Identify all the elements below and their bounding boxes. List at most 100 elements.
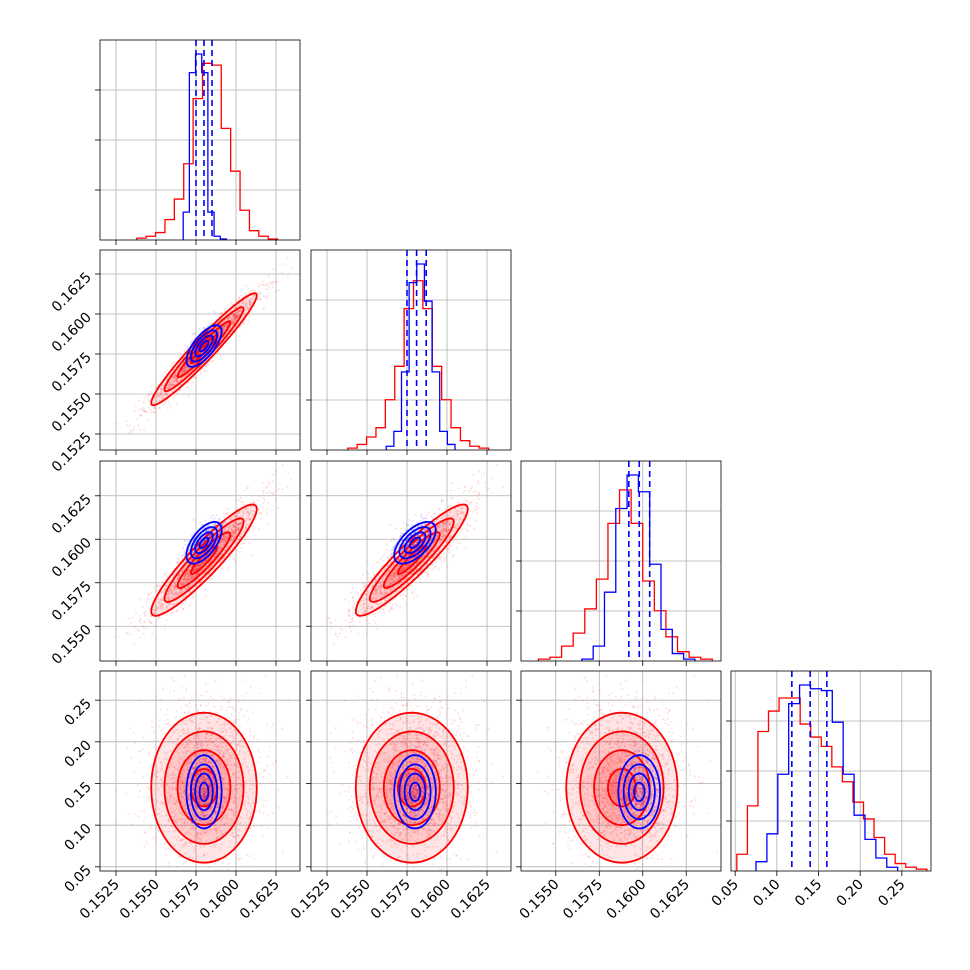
- scatter-point-red: [231, 323, 234, 326]
- scatter-point-red: [236, 524, 239, 527]
- scatter-point-red: [245, 292, 248, 295]
- scatter-point-red: [221, 321, 224, 324]
- scatter-point-red: [235, 499, 238, 502]
- scatter-point-red: [188, 569, 191, 572]
- scatter-point-red: [233, 312, 236, 315]
- scatter-point-red: [189, 577, 192, 580]
- scatter-point-red: [249, 518, 252, 521]
- scatter-point-red: [276, 281, 279, 284]
- scatter-point-red: [167, 384, 170, 387]
- scatter-point-red: [218, 329, 221, 332]
- scatter-point-red: [290, 477, 293, 480]
- scatter-point-red: [231, 531, 234, 534]
- scatter-point-red: [169, 588, 172, 591]
- scatter-point-red: [219, 567, 222, 570]
- plot-area: [113, 257, 293, 450]
- scatter-point-red: [262, 284, 265, 287]
- scatter-point-red: [233, 525, 236, 528]
- scatter-point-red: [183, 366, 186, 369]
- scatter-point-blue: [183, 540, 186, 543]
- scatter-point-red: [240, 308, 243, 311]
- scatter-point-red: [237, 313, 240, 316]
- scatter-point-red: [172, 376, 175, 379]
- scatter-point-red: [143, 408, 146, 411]
- scatter-point-red: [228, 315, 231, 318]
- scatter-point-red: [173, 374, 176, 377]
- scatter-point-red: [221, 536, 224, 539]
- scatter-point-red: [191, 576, 194, 579]
- scatter-point-red: [242, 515, 245, 518]
- scatter-point-red: [177, 576, 180, 579]
- scatter-point-red: [239, 304, 242, 307]
- scatter-point-red: [183, 364, 186, 367]
- scatter-point-red: [194, 560, 197, 563]
- scatter-point-red: [211, 564, 214, 567]
- scatter-point-red: [166, 596, 169, 599]
- scatter-point-red: [145, 410, 148, 413]
- scatter-point-red: [183, 367, 186, 370]
- scatter-point-red: [286, 257, 289, 260]
- scatter-point-red: [242, 503, 245, 506]
- scatter-point-red: [222, 330, 225, 333]
- scatter-point-red: [197, 566, 200, 569]
- scatter-point-red: [181, 368, 184, 371]
- scatter-point-red: [218, 520, 221, 523]
- scatter-point-red: [233, 321, 236, 324]
- scatter-point-red: [137, 629, 140, 632]
- scatter-point-red: [173, 587, 176, 590]
- scatter-point-red: [194, 357, 197, 360]
- scatter-point-red: [181, 370, 184, 373]
- scatter-point-red: [272, 492, 275, 495]
- scatter-point-red: [258, 508, 261, 511]
- scatter-point-red: [230, 301, 233, 304]
- scatter-point-red: [239, 522, 242, 525]
- scatter-point-red: [163, 404, 166, 407]
- scatter-point-red: [184, 365, 187, 368]
- scatter-point-red: [236, 312, 239, 315]
- scatter-point-red: [262, 489, 265, 492]
- scatter-point-red: [146, 410, 149, 413]
- scatter-point-red: [226, 318, 229, 321]
- scatter-point-red: [133, 626, 136, 629]
- scatter-point-red: [238, 538, 241, 541]
- scatter-point-red: [171, 384, 174, 387]
- scatter-point-red: [236, 316, 239, 319]
- scatter-point-red: [267, 275, 270, 278]
- scatter-point-red: [133, 426, 136, 429]
- scatter-point-red: [137, 619, 140, 622]
- y-tick-label: 0.1525: [49, 430, 95, 476]
- scatter-point-blue: [223, 516, 226, 519]
- scatter-point-red: [147, 593, 150, 596]
- scatter-point-blue: [212, 356, 215, 359]
- scatter-point-red: [213, 555, 216, 558]
- scatter-point-red: [235, 312, 238, 315]
- scatter-point-red: [160, 373, 163, 376]
- scatter-point-red: [163, 391, 166, 394]
- scatter-point-red: [188, 578, 191, 581]
- scatter-point-red: [168, 387, 171, 390]
- scatter-point-red: [169, 589, 172, 592]
- scatter-point-red: [186, 385, 189, 388]
- scatter-point-red: [176, 578, 179, 581]
- scatter-point-red: [205, 558, 208, 561]
- scatter-point-red: [171, 362, 174, 365]
- scatter-point-red: [250, 554, 253, 557]
- scatter-point-red: [159, 605, 162, 608]
- scatter-point-red: [227, 536, 230, 539]
- scatter-point-red: [147, 399, 150, 402]
- scatter-point-red: [166, 613, 169, 616]
- scatter-point-red: [200, 564, 203, 567]
- scatter-point-red: [258, 283, 261, 286]
- scatter-point-red: [224, 308, 227, 311]
- scatter-point-red: [231, 315, 234, 318]
- scatter-point-red: [231, 540, 234, 543]
- scatter-point-red: [183, 365, 186, 368]
- scatter-point-blue: [190, 534, 193, 537]
- scatter-point-red: [155, 606, 158, 609]
- scatter-point-red: [183, 579, 186, 582]
- scatter-point-red: [180, 353, 183, 356]
- scatter-point-red: [244, 302, 247, 305]
- scatter-point-red: [189, 577, 192, 580]
- scatter-point-red: [139, 636, 142, 639]
- scatter-point-red: [238, 309, 241, 312]
